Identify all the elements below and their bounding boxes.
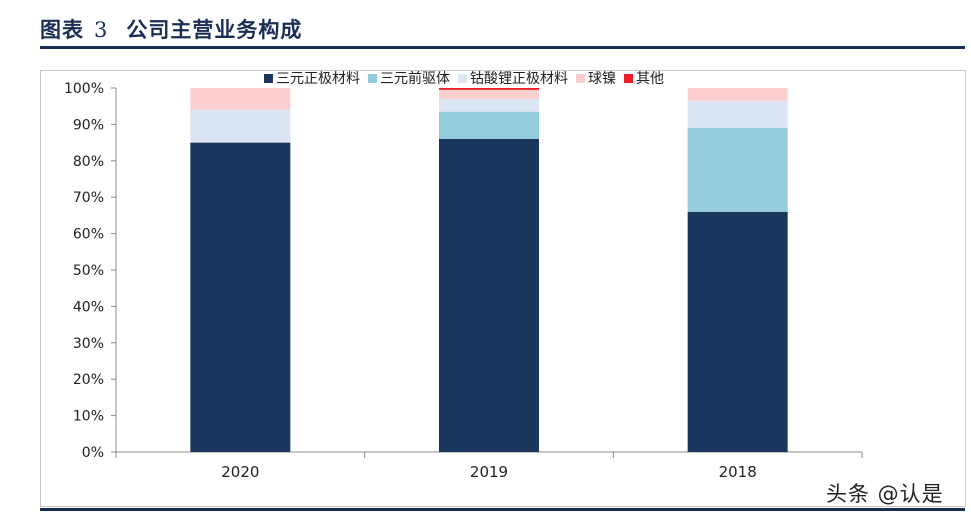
x-tick-label: 2020 — [221, 463, 259, 481]
y-tick-label: 70% — [73, 190, 104, 206]
legend-item: 其他 — [624, 68, 664, 88]
figure-header: 图表 3 公司主营业务构成 — [0, 0, 971, 49]
bar-segment — [439, 89, 539, 99]
legend-swatch — [576, 73, 585, 83]
legend-item: 三元正极材料 — [264, 68, 360, 88]
bar-segment — [190, 88, 291, 110]
chart-frame — [40, 70, 966, 507]
y-tick-label: 60% — [73, 227, 104, 243]
bar-segment — [687, 128, 788, 212]
figure-title-prefix: 图表 — [40, 17, 84, 42]
legend-swatch — [264, 73, 273, 83]
legend-label: 球镍 — [588, 71, 616, 87]
bar-segment — [190, 109, 291, 143]
figure-title-text: 公司主营业务构成 — [126, 17, 303, 42]
bar-segment — [687, 211, 788, 452]
y-tick-label: 30% — [73, 336, 104, 352]
bar-segment — [687, 100, 788, 129]
watermark: 头条 @认是 — [826, 482, 944, 506]
y-tick-label: 50% — [73, 263, 104, 279]
legend-label: 三元正极材料 — [276, 71, 360, 87]
bar-segment — [687, 88, 788, 101]
y-tick-label: 10% — [73, 409, 104, 425]
header-rule — [40, 46, 965, 49]
y-tick-label: 20% — [73, 372, 104, 388]
legend-item: 钴酸锂正极材料 — [458, 68, 568, 88]
legend-item: 球镍 — [576, 68, 616, 88]
x-tick-label: 2018 — [719, 463, 757, 481]
y-tick-label: 90% — [73, 117, 104, 133]
legend-swatch — [624, 73, 633, 83]
legend-swatch — [458, 73, 467, 83]
bar-segment — [439, 88, 539, 90]
legend-label: 其他 — [636, 71, 664, 87]
bar-segment — [439, 138, 539, 452]
figure-title: 图表 3 公司主营业务构成 — [40, 14, 302, 44]
x-tick-label: 2019 — [470, 463, 508, 481]
y-tick-label: 80% — [73, 154, 104, 170]
legend-swatch — [368, 73, 377, 83]
legend-item: 三元前驱体 — [368, 68, 450, 88]
legend-label: 钴酸锂正极材料 — [470, 71, 568, 87]
chart-legend: 三元正极材料 三元前驱体 钴酸锂正极材料 球镍 其他 — [264, 68, 672, 88]
bar-segment — [439, 98, 539, 112]
legend-label: 三元前驱体 — [380, 71, 450, 87]
bar-segment — [190, 142, 291, 452]
bar-segment — [439, 111, 539, 139]
footer-rule — [40, 508, 965, 511]
y-tick-label: 100% — [64, 81, 104, 97]
figure-number: 3 — [94, 18, 109, 42]
y-tick-label: 0% — [82, 445, 104, 461]
y-tick-label: 40% — [73, 299, 104, 315]
